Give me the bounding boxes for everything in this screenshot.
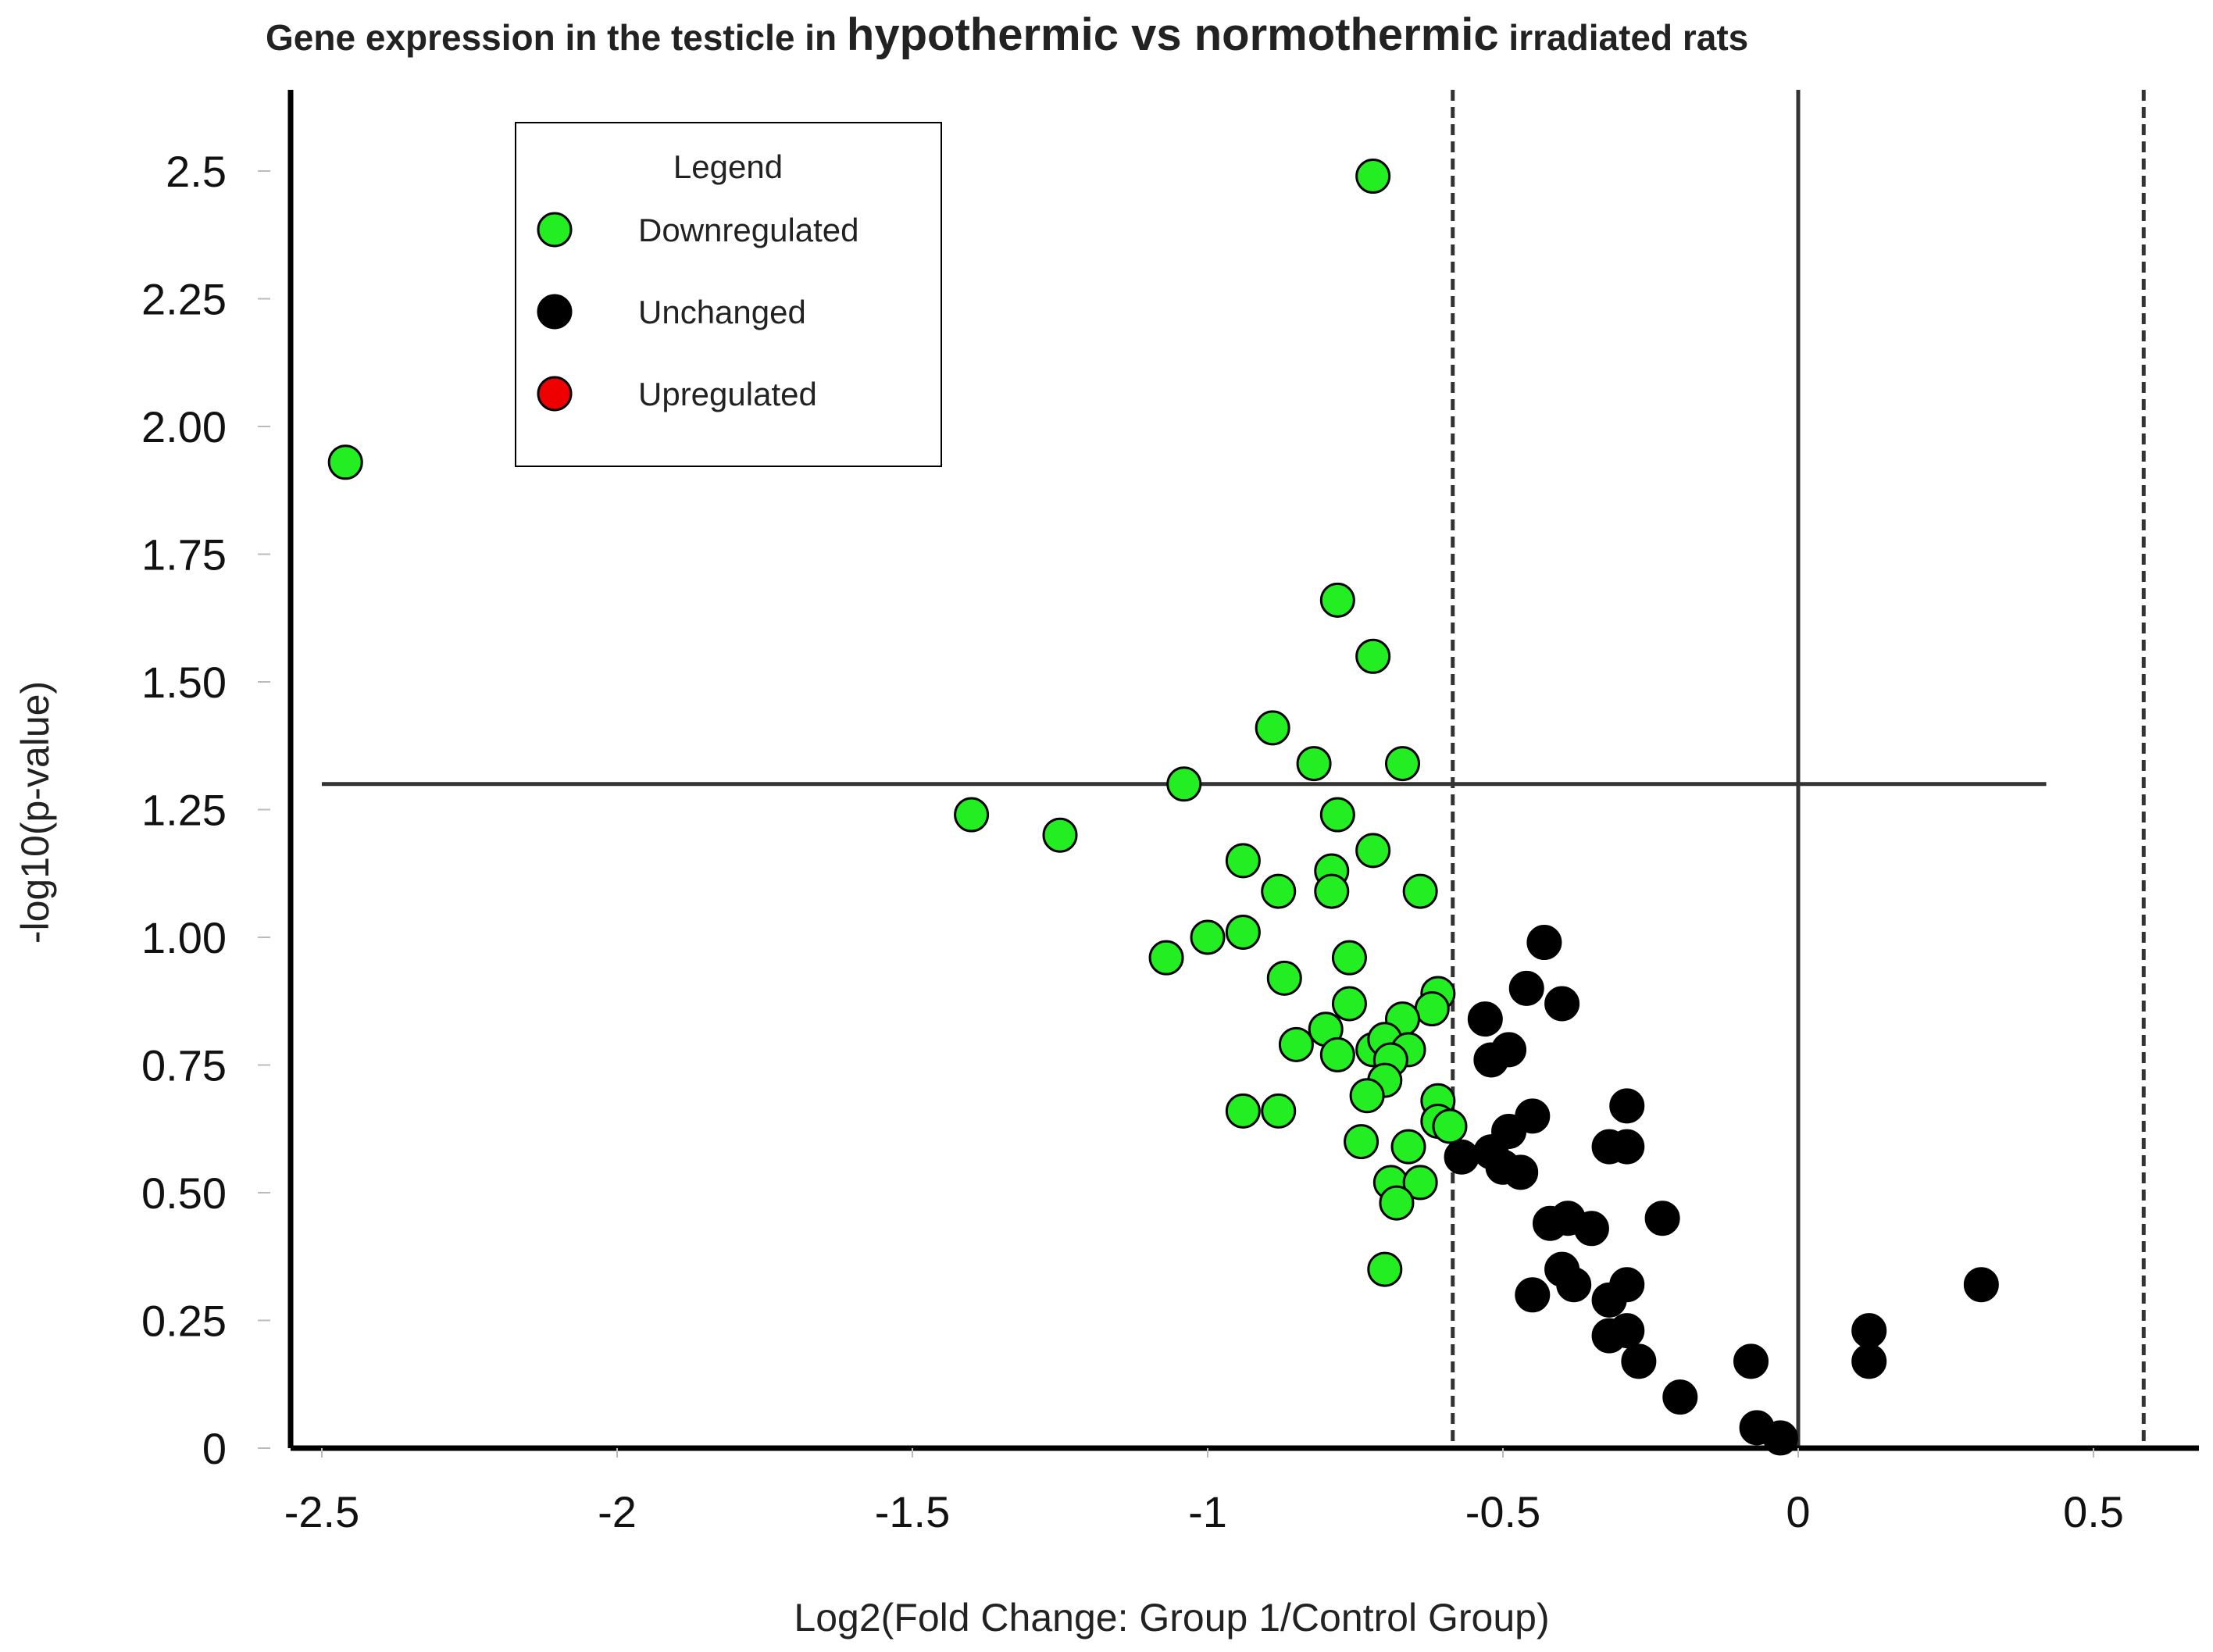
legend-items: Downregulated Unchanged Upregulated: [537, 212, 859, 412]
x-tick-label: 0: [1786, 1487, 1810, 1536]
data-point-downregulated: [1319, 582, 1355, 618]
data-point-downregulated: [1432, 1108, 1468, 1144]
x-axis-title: Log2(Fold Change: Group 1/Control Group): [794, 1596, 1549, 1640]
data-point-unchanged: [1621, 1343, 1657, 1379]
data-point-downregulated: [1367, 1251, 1403, 1287]
data-point-unchanged: [1503, 1154, 1539, 1190]
data-point-downregulated: [1266, 960, 1302, 996]
data-point-downregulated: [1190, 919, 1226, 955]
x-tick-label: 0.5: [2063, 1487, 2124, 1536]
data-point-downregulated: [1148, 940, 1184, 976]
legend-marker-unchanged: [537, 294, 573, 330]
legend-marker-downregulated: [537, 212, 573, 248]
data-point-unchanged: [1473, 1042, 1509, 1078]
data-point-downregulated: [1296, 746, 1332, 782]
data-point-unchanged: [1609, 1129, 1645, 1165]
legend-label: Upregulated: [638, 376, 817, 412]
legend-marker-upregulated: [537, 376, 573, 412]
y-tick-label: 0.50: [141, 1169, 227, 1218]
y-tick-label: 1.00: [141, 913, 227, 962]
data-point-unchanged: [1733, 1343, 1769, 1379]
data-point-downregulated: [1225, 914, 1261, 950]
data-point-downregulated: [1384, 746, 1420, 782]
data-point-unchanged: [1508, 970, 1544, 1006]
y-tick-label: 0.25: [141, 1297, 227, 1346]
data-point-unchanged: [1544, 986, 1580, 1022]
x-tick-label: -2.5: [284, 1487, 360, 1536]
data-point-downregulated: [1225, 843, 1261, 879]
data-point-unchanged: [1591, 1282, 1627, 1318]
data-point-downregulated: [1355, 833, 1391, 869]
data-points: [327, 159, 1999, 1456]
data-point-unchanged: [1851, 1343, 1887, 1379]
data-point-unchanged: [1467, 1001, 1503, 1037]
data-point-unchanged: [1644, 1201, 1680, 1236]
legend-label: Downregulated: [638, 212, 859, 248]
y-tick-label: 2.25: [141, 275, 227, 324]
data-point-downregulated: [1042, 817, 1078, 853]
y-tick-label: 1.50: [141, 658, 227, 707]
title-part: hypothermic vs normothermic: [847, 9, 1499, 60]
data-point-unchanged: [1609, 1088, 1645, 1124]
y-axis-title: -log10(p-value): [13, 681, 57, 944]
title-part: irradiated rats: [1499, 17, 1749, 58]
data-point-downregulated: [1349, 1078, 1385, 1114]
data-point-unchanged: [1515, 1277, 1551, 1313]
y-tick-label: 0: [202, 1424, 227, 1473]
data-point-unchanged: [1573, 1211, 1609, 1247]
data-point-downregulated: [327, 444, 363, 480]
data-point-downregulated: [1314, 873, 1350, 909]
data-point-downregulated: [1355, 638, 1391, 674]
legend-title: Legend: [673, 148, 783, 185]
data-point-downregulated: [1261, 1093, 1297, 1129]
y-tick-label: 1.75: [141, 530, 227, 580]
data-point-downregulated: [1319, 797, 1355, 833]
data-point-downregulated: [1379, 1185, 1415, 1221]
data-point-downregulated: [1261, 873, 1297, 909]
data-point-downregulated: [1319, 1037, 1355, 1072]
y-tick-label: 1.25: [141, 786, 227, 835]
y-axis-ticks: 0 0.25 0.50 0.75 1.00 1.25 1.50 1.75 2.00 2.25 2.5: [141, 147, 270, 1473]
data-point-downregulated: [1344, 1124, 1380, 1160]
data-point-downregulated: [1255, 710, 1290, 746]
data-point-downregulated: [1414, 991, 1450, 1027]
x-tick-label: -1: [1188, 1487, 1227, 1536]
data-point-unchanged: [1762, 1420, 1798, 1456]
data-point-unchanged: [1851, 1313, 1887, 1349]
x-axis-ticks: -2.5 -2 -1.5 -1 -0.5 0 0.5: [284, 1448, 2124, 1536]
data-point-unchanged: [1532, 1205, 1568, 1241]
x-tick-label: -1.5: [875, 1487, 951, 1536]
data-point-downregulated: [1355, 159, 1391, 194]
data-point-downregulated: [1402, 873, 1438, 909]
legend-label: Unchanged: [638, 294, 806, 330]
data-point-unchanged: [1444, 1139, 1479, 1175]
data-point-unchanged: [1662, 1379, 1698, 1415]
data-point-downregulated: [1402, 1165, 1438, 1201]
data-point-downregulated: [1278, 1026, 1314, 1062]
y-tick-label: 2.00: [141, 402, 227, 451]
data-point-downregulated: [1166, 766, 1202, 802]
y-tick-label: 2.5: [166, 147, 227, 196]
x-tick-label: -2: [598, 1487, 637, 1536]
data-point-unchanged: [1556, 1267, 1592, 1303]
chart-title: Gene expression in the testicle in hypot…: [266, 9, 1748, 60]
data-point-downregulated: [1225, 1093, 1261, 1129]
data-point-downregulated: [1331, 940, 1367, 976]
x-tick-label: -0.5: [1465, 1487, 1541, 1536]
y-tick-label: 0.75: [141, 1041, 227, 1090]
title-part: Gene expression in the testicle in: [266, 17, 847, 58]
legend: Legend Downregulated Unchanged Upregulated: [515, 122, 942, 467]
data-point-unchanged: [1963, 1267, 1999, 1303]
data-point-unchanged: [1609, 1313, 1645, 1349]
data-point-downregulated: [954, 797, 990, 833]
data-point-downregulated: [1390, 1129, 1426, 1165]
legend-box: [515, 122, 942, 467]
data-point-downregulated: [1331, 986, 1367, 1022]
data-point-unchanged: [1526, 925, 1562, 961]
